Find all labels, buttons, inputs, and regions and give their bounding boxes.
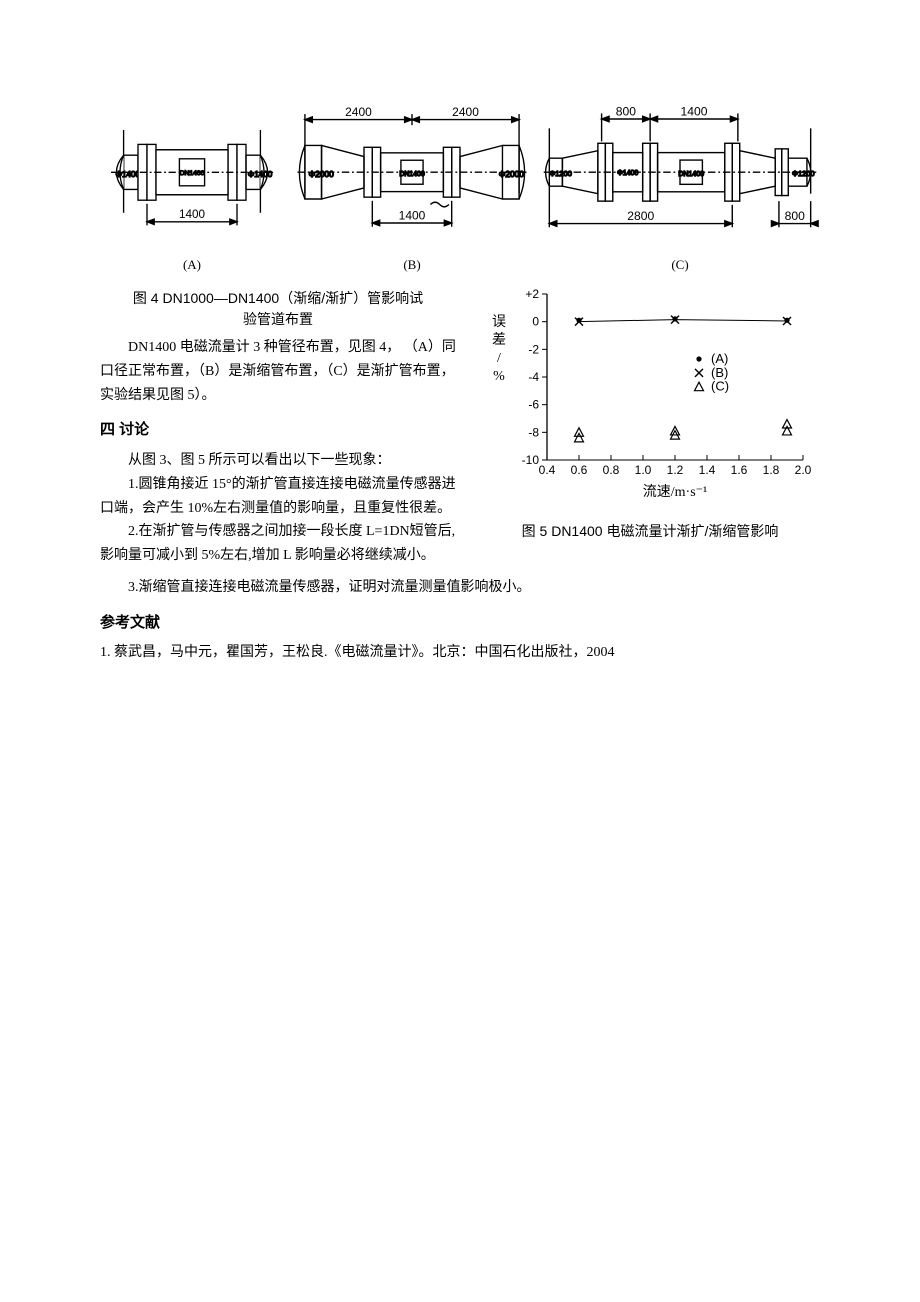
svg-text:0.4: 0.4: [539, 463, 556, 477]
svg-text:1.0: 1.0: [635, 463, 652, 477]
svg-text:Φ1400: Φ1400: [248, 170, 273, 179]
svg-text:-2: -2: [528, 342, 539, 356]
dim-bottom: 1400: [399, 208, 426, 222]
svg-text:Φ1400: Φ1400: [116, 170, 141, 179]
svg-text:Φ1200: Φ1200: [792, 169, 815, 178]
discussion-item-3: 3.渐缩管直接连接电磁流量传感器，证明对流量测量值影响极小。: [100, 576, 820, 600]
svg-text:DN1400: DN1400: [180, 170, 205, 177]
svg-text:(A): (A): [711, 351, 728, 366]
svg-text:1.4: 1.4: [699, 463, 716, 477]
figure4-b-svg: Φ2000 DN1400 Φ2000: [292, 100, 532, 250]
figure4-panel-a: Φ1400 DN1400 Φ1400: [100, 100, 284, 276]
discussion-lead: 从图 3、图 5 所示可以看出以下一些现象：: [100, 449, 456, 473]
svg-text:-10: -10: [522, 453, 540, 467]
svg-text:1.6: 1.6: [731, 463, 748, 477]
svg-text:1.8: 1.8: [763, 463, 780, 477]
dim-top-right: 1400: [681, 104, 708, 118]
svg-text:-8: -8: [528, 425, 539, 439]
figure4-panel-c: Φ1200 Φ1400 DN1400: [540, 100, 820, 276]
figure4-caption-line1: 图 4 DN1000—DN1400（渐缩/渐扩）管影响试: [133, 290, 423, 306]
panel-b-letter: (B): [292, 254, 532, 276]
svg-text:0.6: 0.6: [571, 463, 588, 477]
svg-text:2.0: 2.0: [795, 463, 812, 477]
right-chart-column: -10 -8 -6 -4 -2 0 +2 0.4 0.6 0.8 1.0 1.2 1.4 1.6 1.8 2.…: [480, 284, 820, 548]
intro-paragraph: DN1400 电磁流量计 3 种管径布置，见图 4， （A）同口径正常布置，（B…: [100, 336, 456, 407]
svg-text:%: %: [493, 369, 505, 384]
svg-text:-6: -6: [528, 398, 539, 412]
svg-text:-4: -4: [528, 370, 539, 384]
svg-text:1.2: 1.2: [667, 463, 684, 477]
svg-text:(B): (B): [711, 365, 728, 380]
intro-line1: DN1400 电磁流量计 3 种管径布置，见图 4，: [128, 340, 400, 355]
figure4-caption: 图 4 DN1000—DN1400（渐缩/渐扩）管影响试 验管道布置: [100, 288, 456, 330]
svg-text:(C): (C): [711, 379, 729, 394]
dim-label: 1400: [179, 208, 206, 221]
svg-text:Φ1200: Φ1200: [549, 169, 572, 178]
dim-top-right: 2400: [452, 105, 479, 119]
section-4-heading: 四 讨论: [100, 417, 456, 443]
left-text-column: 图 4 DN1000—DN1400（渐缩/渐扩）管影响试 验管道布置 DN140…: [100, 284, 456, 568]
two-column-area: 图 4 DN1000—DN1400（渐缩/渐扩）管影响试 验管道布置 DN140…: [100, 284, 820, 568]
references-heading: 参考文献: [100, 610, 820, 636]
references-list: 1. 蔡武昌，马中元，瞿国芳，王松良.《电磁流量计》。北京：中国石化出版社，20…: [100, 641, 820, 665]
svg-text:流速/m·s⁻¹: 流速/m·s⁻¹: [643, 484, 707, 500]
dim-bottom-right: 800: [785, 209, 805, 223]
dim-bottom-left: 2800: [627, 209, 654, 223]
figure5-caption: 图 5 DN1400 电磁流量计渐扩/渐缩管影响: [480, 521, 820, 542]
svg-text:差: 差: [492, 332, 506, 348]
svg-text:/: /: [497, 351, 501, 366]
after-columns: 3.渐缩管直接连接电磁流量传感器，证明对流量测量值影响极小。 参考文献 1. 蔡…: [100, 576, 820, 665]
figure5-chart: -10 -8 -6 -4 -2 0 +2 0.4 0.6 0.8 1.0 1.2 1.4 1.6 1.8 2.…: [480, 284, 820, 513]
svg-text:0.8: 0.8: [603, 463, 620, 477]
figure5-svg: -10 -8 -6 -4 -2 0 +2 0.4 0.6 0.8 1.0 1.2 1.4 1.6 1.8 2.…: [485, 284, 815, 504]
svg-text:+2: +2: [525, 287, 539, 301]
figure4-a-svg: Φ1400 DN1400 Φ1400: [102, 100, 282, 250]
reference-1: 1. 蔡武昌，马中元，瞿国芳，王松良.《电磁流量计》。北京：中国石化出版社，20…: [100, 641, 820, 665]
svg-text:Φ2000: Φ2000: [499, 169, 524, 179]
figure4-row: Φ1400 DN1400 Φ1400: [100, 100, 820, 276]
panel-c-letter: (C): [540, 254, 820, 276]
svg-text:0: 0: [532, 315, 539, 329]
figure4-caption-line2: 验管道布置: [243, 311, 313, 327]
discussion-item-1: 1.圆锥角接近 15°的渐扩管直接连接电磁流量传感器进口端，会产生 10%左右测…: [100, 473, 456, 521]
discussion-item-2: 2.在渐扩管与传感器之间加接一段长度 L=1DN短管后,影响量可减小到 5%左右…: [100, 520, 456, 568]
figure4-panel-b: Φ2000 DN1400 Φ2000: [292, 100, 532, 276]
dim-top-left: 2400: [345, 105, 372, 119]
svg-text:Φ1400: Φ1400: [617, 170, 638, 177]
dim-top-left: 800: [616, 104, 636, 118]
figure4-c-svg: Φ1200 Φ1400 DN1400: [540, 100, 820, 250]
panel-a-letter: (A): [100, 254, 284, 276]
svg-text:误: 误: [492, 314, 506, 330]
